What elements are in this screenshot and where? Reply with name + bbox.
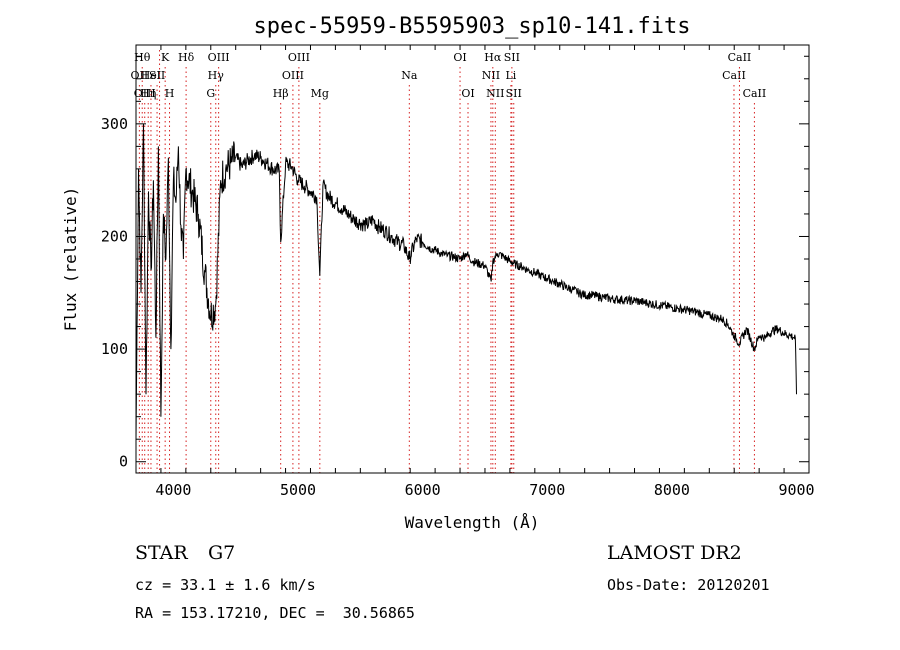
x-tick-label: 4000 bbox=[155, 481, 191, 499]
x-axis: 4000 5000 6000 7000 8000 9000 bbox=[135, 45, 815, 499]
line-label-5: SII bbox=[149, 69, 165, 82]
x-tick-label: 9000 bbox=[778, 481, 814, 499]
line-label-27: CaII bbox=[728, 51, 752, 64]
line-label-8: H bbox=[165, 87, 175, 100]
line-label-16: Mg bbox=[311, 87, 329, 100]
survey-name: LAMOST DR2 bbox=[607, 542, 742, 564]
spectrum-line bbox=[135, 123, 797, 440]
ra-dec: RA = 153.17210, DEC = 30.56865 bbox=[135, 604, 415, 622]
y-tick-label: 100 bbox=[101, 340, 128, 358]
line-label-10: G bbox=[206, 87, 215, 100]
line-label-11: Hγ bbox=[208, 69, 225, 82]
obs-date: Obs-Date: 20120201 bbox=[607, 576, 770, 594]
object-subclass: G7 bbox=[208, 542, 236, 564]
line-label-12: OIII bbox=[208, 51, 230, 64]
y-axis-label: Flux (relative) bbox=[61, 187, 80, 332]
line-label-13: Hβ bbox=[273, 87, 289, 100]
line-label-7: K bbox=[161, 51, 170, 64]
line-label-25: SII bbox=[506, 87, 522, 100]
line-label-28: CaII bbox=[743, 87, 767, 100]
y-tick-label: 300 bbox=[101, 115, 128, 133]
line-label-18: OI bbox=[453, 51, 466, 64]
line-label-2: OIII bbox=[134, 87, 156, 100]
x-tick-label: 7000 bbox=[529, 481, 565, 499]
y-tick-label: 200 bbox=[101, 227, 128, 245]
x-tick-label: 6000 bbox=[405, 481, 441, 499]
line-label-1: Hθ bbox=[134, 51, 151, 64]
line-label-15: OIII bbox=[288, 51, 310, 64]
line-label-9: Hδ bbox=[178, 51, 195, 64]
line-label-21: Hα bbox=[484, 51, 502, 64]
line-label-0: OII bbox=[131, 69, 149, 82]
line-label-24: SII bbox=[504, 51, 520, 64]
line-label-4: HeI bbox=[141, 69, 161, 82]
spectral-line-markers: OIIHθOIIIHηHeISIIKHHδGHγOIIIHβOIIIOIIIMg… bbox=[131, 50, 767, 473]
redshift-cz: cz = 33.1 ± 1.6 km/s bbox=[135, 576, 316, 594]
line-label-14: OIII bbox=[282, 69, 304, 82]
line-label-3: Hη bbox=[140, 87, 156, 100]
line-label-19: OI bbox=[461, 87, 474, 100]
chart-title: spec-55959-B5595903_sp10-141.fits bbox=[253, 14, 690, 39]
line-label-22: NII bbox=[486, 87, 504, 100]
y-tick-label: 0 bbox=[119, 453, 128, 471]
object-class: STAR bbox=[135, 542, 188, 564]
line-label-23: Li bbox=[505, 69, 516, 82]
y-axis: 0 100 200 300 bbox=[101, 55, 809, 471]
x-tick-label: 5000 bbox=[280, 481, 316, 499]
plot-frame bbox=[135, 44, 810, 474]
line-label-20: NII bbox=[482, 69, 500, 82]
line-label-17: Na bbox=[401, 69, 418, 82]
line-label-26: CaII bbox=[722, 69, 746, 82]
x-tick-label: 8000 bbox=[654, 481, 690, 499]
x-axis-label: Wavelength (Å) bbox=[405, 513, 540, 532]
